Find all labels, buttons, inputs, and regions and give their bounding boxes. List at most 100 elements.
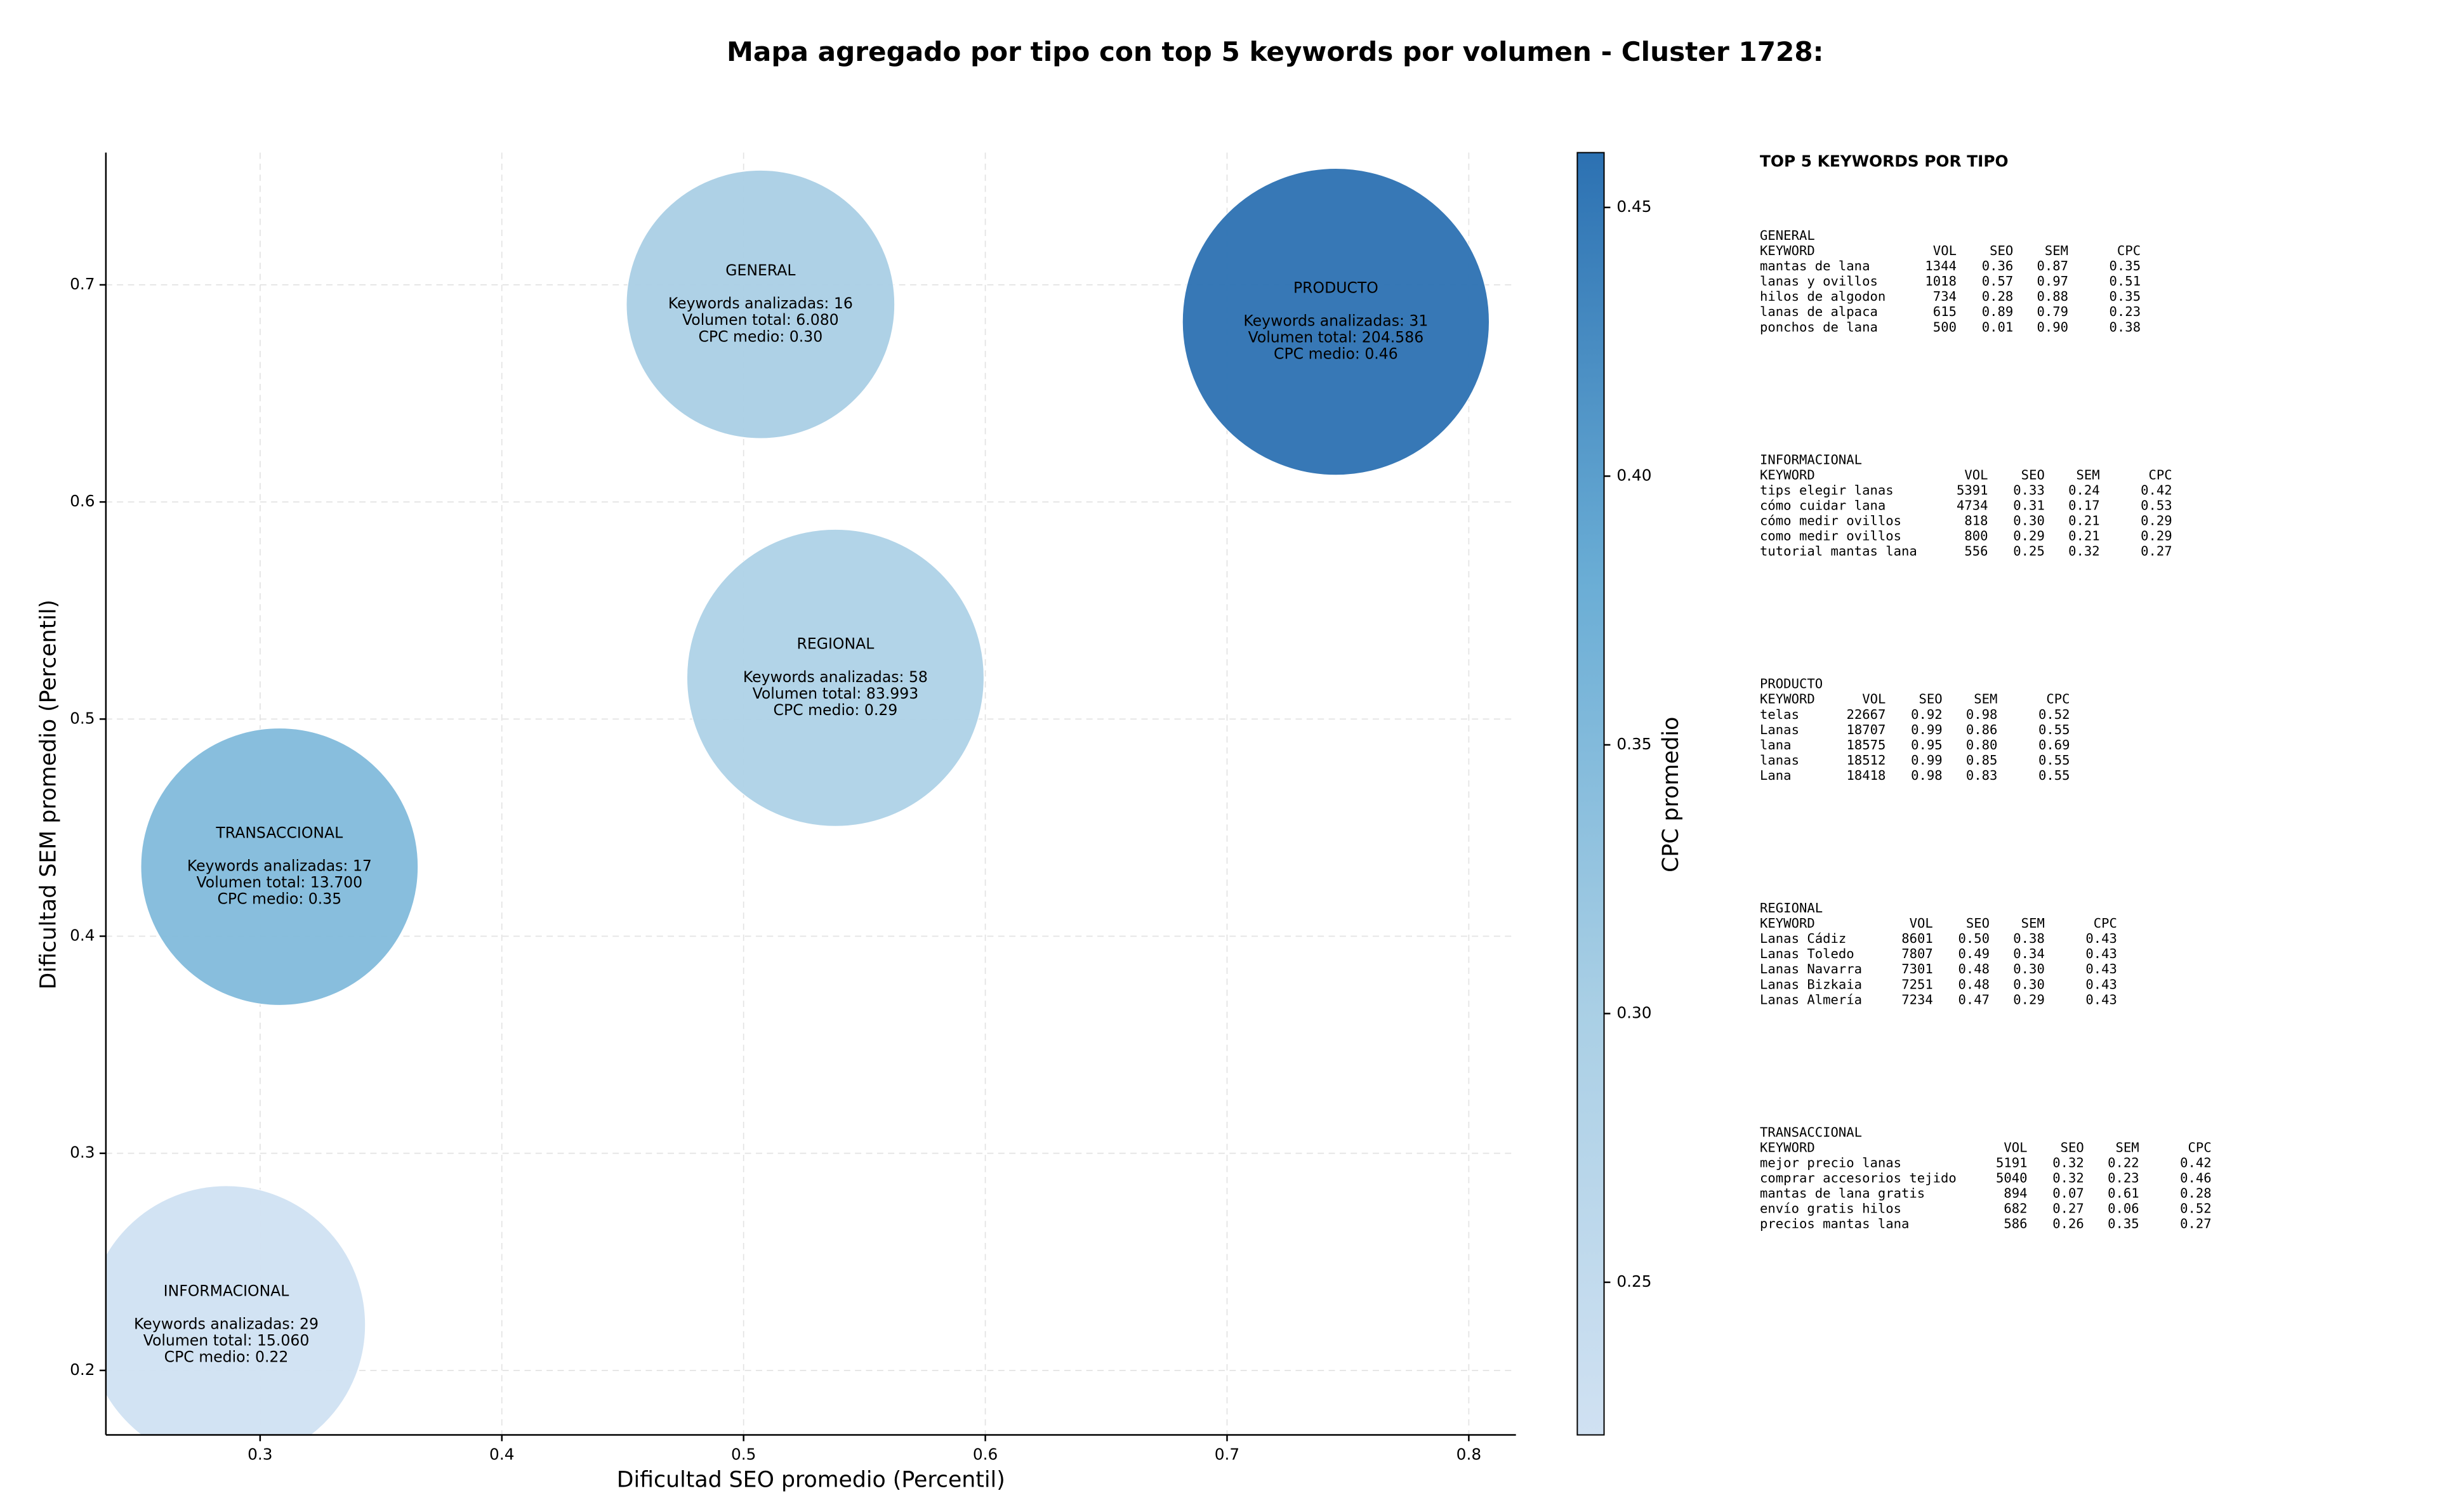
table-header: SEM [2045, 243, 2068, 258]
table-cell: 0.07 [2052, 1186, 2084, 1201]
bubble-annotation: Keywords analizadas: 58 [743, 668, 928, 686]
bubbles [105, 168, 1490, 1435]
table-cell: 0.90 [2037, 319, 2068, 334]
table-cell: 0.69 [2038, 737, 2070, 753]
table-cell: cómo medir ovillos [1760, 513, 1901, 529]
y-tick-label: 0.3 [70, 1143, 95, 1162]
table-header: SEM [2076, 467, 2099, 482]
table-header: KEYWORD [1760, 243, 1815, 258]
bubble-annotation: Volumen total: 13.700 [197, 874, 363, 891]
table-cell: 18707 [1846, 722, 1886, 737]
table-cell: tips elegir lanas [1760, 482, 1894, 497]
bubble-annotation: Keywords analizadas: 16 [668, 294, 853, 312]
bubble-annotation: Volumen total: 6.080 [682, 311, 839, 329]
table-cell: 0.27 [2180, 1216, 2212, 1232]
table-cell: 0.22 [2108, 1155, 2139, 1170]
table-cell: comprar accesorios tejido [1760, 1171, 1957, 1186]
table-cell: 0.99 [1911, 753, 1943, 768]
y-tick-label: 0.7 [70, 275, 95, 293]
table-cell: 0.21 [2068, 529, 2100, 544]
colorbar-tick-label: 0.30 [1616, 1003, 1651, 1022]
table-cell: 0.34 [2013, 946, 2045, 961]
table-cell: 894 [2004, 1186, 2027, 1201]
colorbar [1576, 152, 1605, 1436]
table-header: SEM [1974, 692, 1997, 707]
table-cell: 0.35 [2110, 258, 2141, 273]
table-cell: 800 [1964, 529, 1988, 544]
table-cell: 0.36 [1982, 258, 2014, 273]
table-cell: lana [1760, 737, 1792, 753]
table-cell: 8601 [1901, 931, 1933, 946]
table-cell: Lanas Navarra [1760, 961, 1862, 976]
table-cell: 818 [1964, 513, 1988, 529]
table-cell: 7251 [1901, 976, 1933, 992]
table-cell: 4734 [1957, 497, 1988, 513]
table-cell: 0.92 [1911, 707, 1943, 722]
table-cell: 0.89 [1982, 304, 2014, 319]
table-cell: cómo cuidar lana [1760, 497, 1886, 513]
table-cell: mantas de lana gratis [1760, 1186, 1925, 1201]
table-cell: 7301 [1901, 961, 1933, 976]
table-cell: envío gratis hilos [1760, 1201, 1901, 1216]
table-cell: 0.30 [2013, 976, 2045, 992]
table-cell: 0.28 [2180, 1186, 2212, 1201]
table-cell: mejor precio lanas [1760, 1155, 1901, 1170]
colorbar-tick-label: 0.40 [1616, 466, 1651, 484]
table-cell: 0.29 [2141, 529, 2172, 544]
table-cell: 0.43 [2085, 976, 2117, 992]
group-name: INFORMACIONAL [1760, 452, 1862, 467]
bubble [1182, 168, 1490, 476]
bubble-title: GENERAL [725, 261, 795, 279]
table-cell: 0.38 [2013, 931, 2045, 946]
table-cell: 0.48 [1958, 976, 1990, 992]
table-header: SEO [2021, 467, 2045, 482]
table-header: CPC [2117, 243, 2141, 258]
table-cell: 0.23 [2108, 1171, 2139, 1186]
y-tick-label: 0.4 [70, 926, 95, 944]
table-cell: 0.27 [2052, 1201, 2084, 1216]
table-cell: 0.51 [2110, 273, 2141, 289]
table-header: VOL [1862, 692, 1886, 707]
colorbar-tick-label: 0.35 [1616, 735, 1651, 753]
table-cell: tutorial mantas lana [1760, 544, 1917, 559]
table-cell: Lanas Bizkaia [1760, 976, 1862, 992]
table-cell: 0.32 [2052, 1171, 2084, 1186]
table-cell: 0.43 [2085, 931, 2117, 946]
table-cell: 1344 [1925, 258, 1957, 273]
table-cell: 0.27 [2141, 544, 2172, 559]
table-cell: 0.32 [2068, 544, 2100, 559]
bubble [626, 169, 895, 439]
table-cell: 18575 [1846, 737, 1886, 753]
table-header: CPC [2188, 1140, 2212, 1155]
y-tick-label: 0.2 [70, 1360, 95, 1379]
y-axis-label: Dificultad SEM promedio (Percentil) [36, 600, 62, 990]
table-cell: 0.35 [2108, 1216, 2139, 1232]
group-name: PRODUCTO [1760, 676, 1823, 692]
table-cell: Lanas [1760, 722, 1799, 737]
table-header: SEO [1990, 243, 2013, 258]
table-cell: 0.42 [2141, 482, 2172, 497]
x-tick-label: 0.5 [731, 1445, 756, 1464]
table-cell: 0.32 [2052, 1155, 2084, 1170]
table-cell: 0.29 [2141, 513, 2172, 529]
table-cell: 7234 [1901, 992, 1933, 1007]
table-cell: 0.88 [2037, 289, 2068, 304]
table-cell: 0.29 [2013, 992, 2045, 1007]
bubble [140, 727, 419, 1006]
table-header: KEYWORD [1760, 916, 1815, 931]
table-cell: 0.28 [1982, 289, 2014, 304]
table-cell: 0.47 [1958, 992, 1990, 1007]
table-cell: mantas de lana [1760, 258, 1870, 273]
table-cell: 0.21 [2068, 513, 2100, 529]
bubble-annotation: Keywords analizadas: 17 [187, 857, 372, 874]
table-cell: 0.52 [2038, 707, 2070, 722]
table-cell: 734 [1933, 289, 1957, 304]
bubble-annotation: Volumen total: 204.586 [1248, 329, 1424, 346]
table-header: VOL [1964, 467, 1988, 482]
table-cell: telas [1760, 707, 1799, 722]
table-cell: 18418 [1846, 768, 1886, 783]
table-cell: Lana [1760, 768, 1792, 783]
table-cell: 0.55 [2038, 753, 2070, 768]
